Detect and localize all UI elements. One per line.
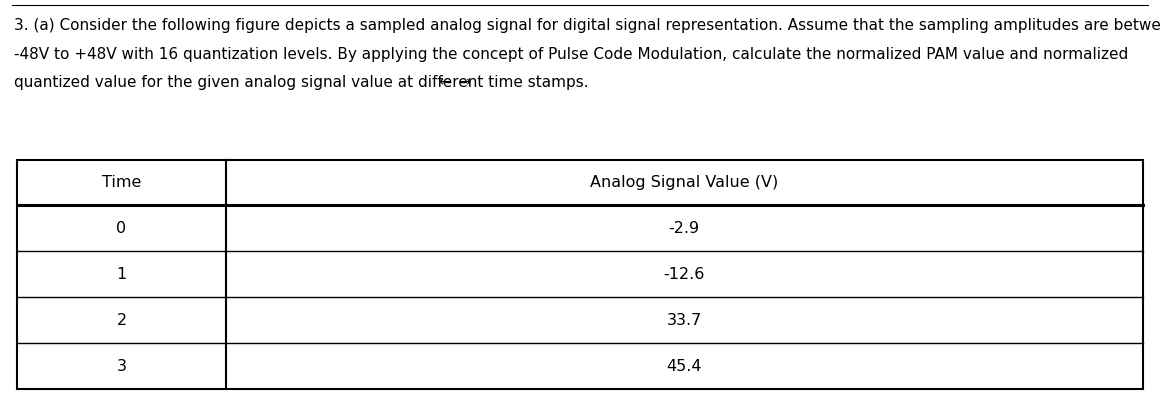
Text: 2: 2 xyxy=(116,313,126,328)
Text: Analog Signal Value (V): Analog Signal Value (V) xyxy=(590,175,778,190)
Text: 3. (a) Consider the following figure depicts a sampled analog signal for digital: 3. (a) Consider the following figure dep… xyxy=(14,18,1160,33)
Text: ←  →: ← → xyxy=(426,75,471,89)
Text: -48V to +48V with 16 quantization levels. By applying the concept of Pulse Code : -48V to +48V with 16 quantization levels… xyxy=(14,47,1129,62)
Text: Time: Time xyxy=(102,175,142,190)
Text: 45.4: 45.4 xyxy=(666,359,702,373)
Text: 0: 0 xyxy=(116,221,126,236)
Text: 1: 1 xyxy=(116,267,126,282)
Text: 3: 3 xyxy=(116,359,126,373)
Text: quantized value for the given analog signal value at different time stamps.: quantized value for the given analog sig… xyxy=(14,75,588,91)
Text: -2.9: -2.9 xyxy=(668,221,699,236)
Text: 33.7: 33.7 xyxy=(667,313,702,328)
Bar xyxy=(17,160,1143,389)
Text: -12.6: -12.6 xyxy=(664,267,705,282)
